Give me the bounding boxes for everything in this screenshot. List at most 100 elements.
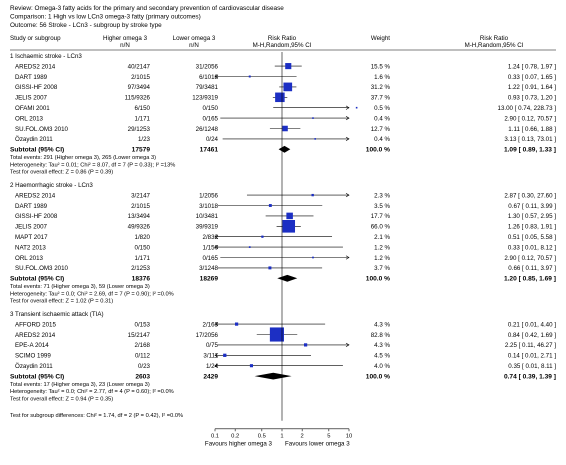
study-ci: 0.21 [ 0.01, 4.40 ]: [508, 321, 556, 328]
col-rr2: Risk Ratio: [480, 35, 509, 42]
ci-arrow-left: [214, 322, 219, 327]
x-tick-label: 0.1: [211, 433, 219, 439]
effect-square: [275, 92, 285, 103]
lower-events: 31/2056: [196, 63, 219, 70]
study-ci: 0.51 [ 0.05, 5.58 ]: [508, 234, 556, 241]
study-ci: 2.90 [ 0.12, 70.57 ]: [504, 255, 556, 262]
plot-body: 1 Ischaemic stroke - LCn3 AREDS2 2014 40/2…: [10, 52, 556, 447]
higher-events: 2/168: [135, 342, 151, 349]
effect-square: [249, 364, 254, 368]
subgroup-note: Heterogeneity: Tau² = 0.0; Chi² = 2.77, …: [10, 389, 174, 395]
col-rr: Risk Ratio: [268, 35, 297, 42]
x-tick-label: 0.2: [231, 433, 239, 439]
higher-events: 2/1253: [131, 265, 150, 272]
lower-events: 6/1018: [199, 74, 218, 81]
col-rr2-sub: M-H,Random,95% CI: [465, 42, 524, 49]
ci-arrow-left: [214, 234, 219, 239]
higher-events: 1/171: [135, 115, 151, 122]
effect-square: [314, 138, 317, 140]
subgroup-note: Heterogeneity: Tau² = 0.01; Chi² = 8.07,…: [10, 162, 175, 168]
effect-square: [311, 193, 314, 197]
subtotal-diamond: [277, 274, 298, 282]
higher-events: 1/820: [135, 234, 151, 241]
study-weight: 4.3 %: [374, 321, 390, 328]
study-ci: 13.00 [ 0.74, 228.73 ]: [498, 105, 557, 112]
study-weight: 37.7 %: [371, 95, 391, 102]
effect-square: [283, 82, 293, 92]
subtotal-ci: 0.74 [ 0.39, 1.39 ]: [504, 373, 556, 380]
subtotal-weight: 100.0 %: [366, 147, 390, 154]
higher-events: 13/3494: [128, 213, 151, 220]
outcome-title: Outcome: 56 Stroke - LCn3 - subgroup by …: [10, 22, 162, 29]
effect-square: [268, 266, 272, 270]
study-ci: 2.25 [ 0.11, 46.27 ]: [505, 342, 556, 349]
study-weight: 4.0 %: [374, 363, 390, 370]
study-name: SCIMO 1999: [15, 353, 51, 360]
effect-square: [223, 353, 227, 357]
subtotal-diamond: [254, 372, 292, 380]
study-name: AFFORD 2015: [15, 321, 56, 328]
lower-events: 26/1248: [196, 126, 219, 133]
subtotal-ci: 1.20 [ 0.85, 1.69 ]: [504, 276, 556, 283]
subgroup-test: Test for subgroup differences: Chi² = 1.…: [10, 413, 183, 419]
lower-events: 123/9319: [192, 95, 218, 102]
effect-square: [269, 327, 284, 342]
study-name: GISSI-HF 2008: [15, 84, 58, 91]
subtotal-higher: 17579: [132, 147, 151, 154]
column-headers: Study or subgroup Higher omega 3 n/N Low…: [10, 35, 524, 49]
subgroup-note: Total events: 17 (Higher omega 3), 23 (L…: [10, 382, 150, 388]
subtotal-lower: 18269: [200, 276, 219, 283]
higher-events: 40/2147: [128, 63, 151, 70]
ci-arrow-left: [214, 74, 219, 79]
study-ci: 0.33 [ 0.07, 1.65 ]: [508, 74, 556, 81]
effect-square: [248, 246, 251, 248]
lower-events: 0/165: [203, 255, 219, 262]
study-name: SU.FOL.OM3 2010: [15, 126, 69, 133]
study-weight: 4.3 %: [374, 342, 390, 349]
study-ci: 1.22 [ 0.91, 1.64 ]: [508, 84, 556, 91]
subgroup-note: Test for overall effect: Z = 1.02 (P = 0…: [10, 299, 113, 305]
x-tick-label: 0.5: [258, 433, 266, 439]
study-weight: 0.5 %: [374, 105, 390, 112]
subgroup-note: Test for overall effect: Z = 0.86 (P = 0…: [10, 170, 113, 176]
study-name: GISSI-HF 2008: [15, 213, 58, 220]
ci-arrow-right: [345, 342, 350, 347]
ci-arrow-right: [345, 255, 350, 260]
lower-events: 0/150: [203, 105, 219, 112]
study-ci: 0.93 [ 0.73, 1.20 ]: [508, 95, 556, 102]
study-weight: 2.1 %: [374, 234, 390, 241]
subtotal-ci: 1.09 [ 0.89, 1.33 ]: [504, 147, 556, 154]
ci-arrow-left: [214, 363, 219, 368]
study-weight: 66.0 %: [371, 224, 391, 231]
higher-events: 2/1015: [131, 74, 150, 81]
lower-events: 3/1018: [199, 203, 218, 210]
lower-events: 17/2056: [196, 332, 219, 339]
lower-events: 0/165: [203, 115, 219, 122]
study-weight: 82.8 %: [371, 332, 391, 339]
effect-square: [355, 106, 358, 109]
higher-events: 15/2147: [128, 332, 151, 339]
subtotal-diamond: [278, 145, 291, 153]
study-ci: 2.87 [ 0.30, 27.60 ]: [504, 192, 556, 199]
study-weight: 3.5 %: [374, 203, 390, 210]
subtotal-label: Subtotal (95% CI): [10, 147, 64, 154]
higher-events: 6/150: [135, 105, 151, 112]
col-lower: Lower omega 3: [173, 35, 216, 42]
study-name: EPE-A 2014: [15, 342, 49, 349]
lower-events: 2/832: [203, 234, 219, 241]
study-ci: 0.35 [ 0.01, 8.11 ]: [508, 363, 556, 370]
col-lower-sub: n/N: [189, 42, 199, 49]
effect-square: [234, 322, 239, 326]
higher-events: 115/9326: [125, 95, 151, 102]
effect-square: [261, 235, 264, 238]
study-name: DART 1989: [15, 74, 48, 81]
study-ci: 0.66 [ 0.11, 3.97 ]: [508, 265, 556, 272]
study-weight: 4.5 %: [374, 353, 390, 360]
study-ci: 3.13 [ 0.13, 73.01 ]: [504, 136, 556, 143]
study-weight: 15.5 %: [371, 63, 391, 70]
study-name: AREDS2 2014: [15, 192, 56, 199]
ci-arrow-right: [345, 136, 350, 141]
subtotal-label: Subtotal (95% CI): [10, 276, 64, 283]
subtotal-weight: 100.0 %: [366, 276, 390, 283]
